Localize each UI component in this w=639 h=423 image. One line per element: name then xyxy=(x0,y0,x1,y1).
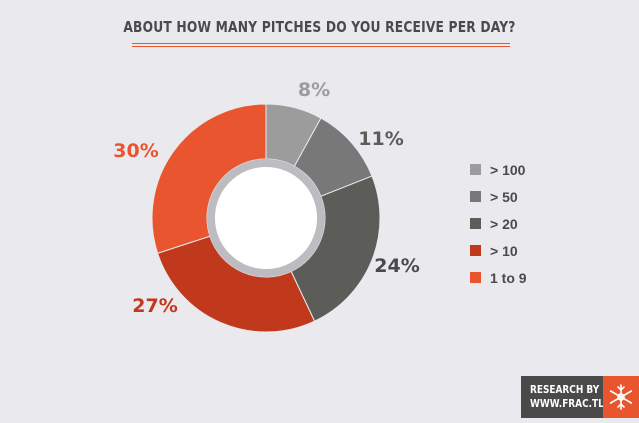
slice-label-4: 30% xyxy=(113,140,158,162)
slice-label-2: 24% xyxy=(374,255,419,277)
brand-line-1: RESEARCH BY xyxy=(530,384,600,396)
chart-legend: > 100 > 50 > 20 > 10 1 to 9 xyxy=(470,156,527,291)
legend-item-0: > 100 xyxy=(470,156,527,183)
legend-item-2: > 20 xyxy=(470,210,527,237)
snowflake-icon xyxy=(603,376,639,418)
legend-label-1: > 50 xyxy=(490,188,518,205)
legend-label-3: > 10 xyxy=(490,242,518,259)
chart-title: ABOUT HOW MANY PITCHES DO YOU RECEIVE PE… xyxy=(123,18,516,36)
slice-label-0: 8% xyxy=(298,79,330,101)
slice-label-1: 11% xyxy=(358,128,403,150)
donut-hole xyxy=(215,167,317,269)
legend-item-4: 1 to 9 xyxy=(470,264,527,291)
inner-ring xyxy=(207,159,325,277)
legend-swatch-1 xyxy=(470,191,481,202)
research-by-badge[interactable]: RESEARCH BY WWW.FRAC.TL xyxy=(521,376,639,418)
title-underline-second xyxy=(132,46,510,47)
legend-label-4: 1 to 9 xyxy=(490,269,527,286)
legend-swatch-4 xyxy=(470,272,481,283)
slice-label-3: 27% xyxy=(132,295,177,317)
title-underline xyxy=(132,43,510,44)
brand-url: WWW.FRAC.TL xyxy=(530,398,604,410)
legend-label-0: > 100 xyxy=(490,161,526,178)
legend-swatch-0 xyxy=(470,164,481,175)
legend-swatch-2 xyxy=(470,218,481,229)
legend-item-3: > 10 xyxy=(470,237,527,264)
legend-swatch-3 xyxy=(470,245,481,256)
legend-item-1: > 50 xyxy=(470,183,527,210)
legend-label-2: > 20 xyxy=(490,215,518,232)
